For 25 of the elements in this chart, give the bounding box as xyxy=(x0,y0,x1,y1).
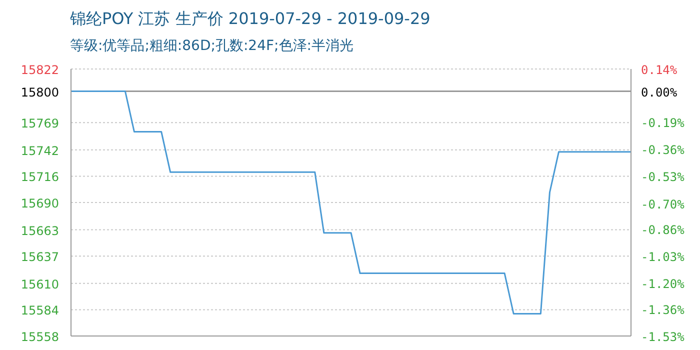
y2-tick-label: -1.20% xyxy=(641,277,686,292)
y2-tick-label: 0.14% xyxy=(641,63,678,77)
line-series xyxy=(71,90,631,314)
y-tick-label: 15769 xyxy=(20,116,59,131)
y-tick-label: 15663 xyxy=(20,224,59,238)
y2-tick-label: -0.53% xyxy=(641,170,686,184)
chart-subtitle: 等级:优等品;粗细:86D;孔数:24F;色泽:半消光 xyxy=(70,37,354,55)
y2-tick-label: -1.53% xyxy=(641,330,686,344)
y2-tick-label: -0.86% xyxy=(641,222,686,237)
y-tick-label: 15584 xyxy=(20,304,59,318)
y-tick-label: 15716 xyxy=(20,170,59,184)
y2-tick-label: -1.36% xyxy=(641,302,686,317)
y-tick-label: 15610 xyxy=(20,277,59,292)
y-tick-label: 15690 xyxy=(20,196,59,210)
y-tick-label: 15558 xyxy=(20,330,59,344)
y-tick-label: 15742 xyxy=(20,144,59,158)
y2-tick-label: -0.70% xyxy=(641,197,686,212)
y2-tick-label: -0.19% xyxy=(641,116,686,130)
y2-tick-label: -0.36% xyxy=(641,142,686,157)
y-tick-label: 15822 xyxy=(20,63,59,77)
chart-title: 锦纶POY 江苏 生产价 2019-07-29 - 2019-09-29 xyxy=(70,9,430,30)
y2-tick-label: -1.03% xyxy=(641,250,686,264)
y-tick-label: 15800 xyxy=(20,85,59,100)
y2-tick-label: 0.00% xyxy=(641,85,678,100)
y-tick-label: 15637 xyxy=(20,250,59,264)
